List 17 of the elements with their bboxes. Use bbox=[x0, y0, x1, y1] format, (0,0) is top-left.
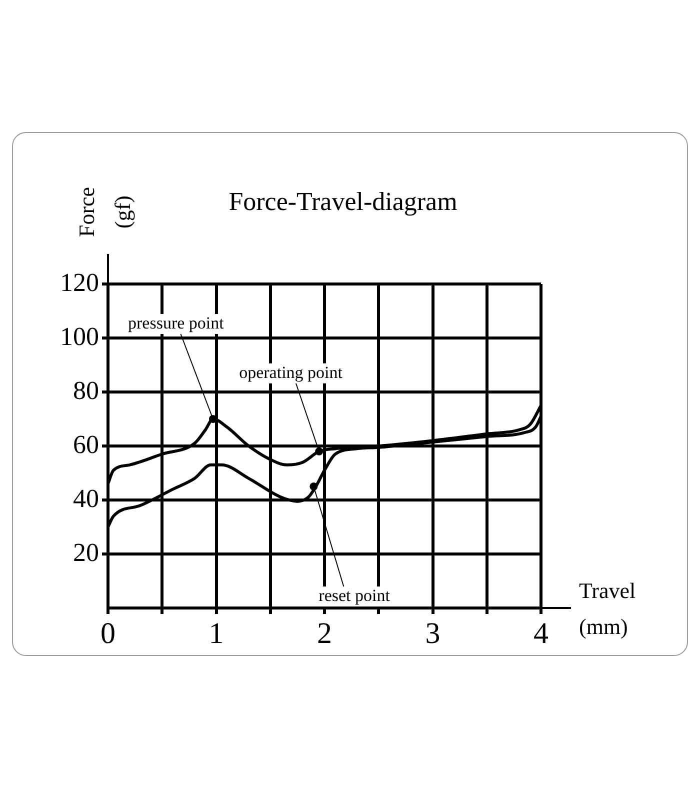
x-tick-label: 2 bbox=[317, 616, 332, 650]
chart-title: Force-Travel-diagram bbox=[228, 186, 458, 216]
y-tick-label: 60 bbox=[73, 430, 99, 459]
y-tick-label: 100 bbox=[60, 322, 99, 351]
y-axis-title: Force (gf) bbox=[74, 186, 135, 238]
y-tick-label: 20 bbox=[73, 538, 99, 567]
x-tick-label: 1 bbox=[208, 616, 224, 650]
x-axis-title: Travel (mm) bbox=[579, 578, 636, 639]
x-tick-label: 4 bbox=[534, 616, 548, 650]
annotation: pressure point bbox=[128, 313, 224, 332]
annotation: operating point bbox=[239, 362, 343, 382]
x-tick-label: 0 bbox=[100, 616, 116, 650]
y-tick-label: 80 bbox=[73, 376, 99, 405]
y-tick-label: 40 bbox=[73, 484, 99, 513]
annotation: reset point bbox=[318, 586, 390, 605]
y-tick-label: 120 bbox=[60, 268, 99, 297]
x-tick-label: 3 bbox=[425, 616, 440, 650]
